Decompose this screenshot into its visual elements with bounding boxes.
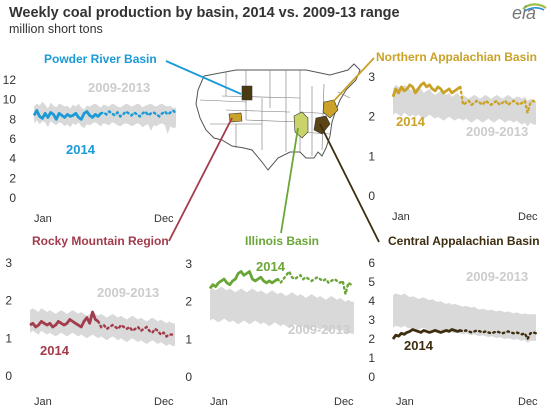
title-central-appalachian: Central Appalachian Basin: [388, 234, 540, 248]
x-tick-label-jan: Jan: [392, 211, 410, 223]
leader-line-central-appalachian: [320, 124, 379, 242]
range-band-2009-2013: [393, 293, 536, 342]
y-tick-label: 1: [5, 331, 12, 345]
y-tick-label: 3: [368, 313, 375, 327]
x-tick-label-dec: Dec: [334, 396, 354, 408]
series-label-2014: 2014: [40, 343, 70, 358]
range-label: 2009-2013: [466, 269, 528, 284]
range-label: 2009-2013: [466, 124, 528, 139]
map-region-powder-river: [242, 86, 252, 100]
y-tick-label: 5: [368, 275, 375, 289]
y-tick-label: 4: [368, 294, 375, 308]
y-tick-label: 0: [368, 189, 375, 203]
panel-central-appalachian: 0 1 2 3 4 5 6 2009-2013 2014 Jan Dec: [368, 256, 538, 408]
panel-illinois: 0 1 2 3 2009-2013 2014 Jan Dec: [185, 257, 354, 408]
y-tick-label: 1: [185, 332, 192, 346]
y-tick-label: 0: [368, 370, 375, 384]
leader-line-rocky-mountain: [169, 118, 232, 241]
series-label-2014: 2014: [66, 142, 96, 157]
y-tick-label: 2: [368, 110, 375, 124]
y-tick-label: 0: [185, 370, 192, 384]
y-tick-label: 0: [9, 191, 16, 205]
y-tick-label: 0: [5, 369, 12, 383]
y-tick-label: 1: [368, 149, 375, 163]
x-tick-label-dec: Dec: [154, 396, 174, 408]
y-tick-label: 4: [9, 152, 16, 166]
x-tick-label-jan: Jan: [396, 396, 414, 408]
y-tick-label: 6: [9, 132, 16, 146]
y-tick-label: 10: [3, 93, 17, 107]
range-label: 2009-2013: [288, 322, 350, 337]
title-rocky-mountain: Rocky Mountain Region: [32, 234, 169, 248]
y-tick-label: 2: [368, 332, 375, 346]
panel-northern-appalachian: 0 1 2 3 2009-2013 2014 Jan Dec: [368, 70, 538, 223]
series-label-2014: 2014: [396, 114, 426, 129]
x-tick-label-dec: Dec: [518, 396, 538, 408]
title-illinois: Illinois Basin: [245, 234, 319, 248]
series-label-2014: 2014: [256, 259, 286, 274]
x-tick-label-jan: Jan: [34, 396, 52, 408]
panel-powder-river: 0 2 4 6 8 10 12 2009-2013 2014 Jan Dec: [3, 73, 176, 225]
series-2014-dotted-line: [278, 272, 354, 295]
panel-rocky-mountain: 0 1 2 3 2009-2013 2014 Jan Dec: [5, 256, 175, 408]
title-northern-appalachian: Northern Appalachian Basin: [376, 50, 537, 64]
series-2014-line: [210, 272, 278, 289]
title-powder-river: Powder River Basin: [44, 52, 157, 66]
x-tick-label-dec: Dec: [154, 213, 174, 225]
y-tick-label: 2: [9, 171, 16, 185]
y-tick-label: 2: [5, 294, 12, 308]
y-tick-label: 8: [9, 112, 16, 126]
y-tick-label: 3: [5, 256, 12, 270]
y-tick-label: 12: [3, 73, 17, 87]
x-tick-label-jan: Jan: [210, 396, 228, 408]
x-tick-label-dec: Dec: [518, 211, 538, 223]
range-label: 2009-2013: [88, 80, 150, 95]
series-label-2014: 2014: [404, 338, 434, 353]
y-tick-label: 6: [368, 256, 375, 270]
y-tick-label: 2: [185, 295, 192, 309]
x-tick-label-jan: Jan: [34, 213, 52, 225]
y-tick-label: 3: [185, 257, 192, 271]
range-label: 2009-2013: [97, 285, 159, 300]
y-tick-label: 1: [368, 351, 375, 365]
y-tick-label: 3: [368, 70, 375, 84]
